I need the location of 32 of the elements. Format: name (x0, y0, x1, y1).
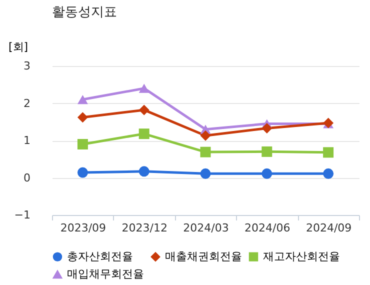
legend-label: 총자산회전율 (67, 250, 133, 263)
point (200, 146, 211, 158)
point (262, 146, 272, 157)
x-tick-label: 2023/09 (60, 222, 106, 234)
point (323, 168, 334, 179)
x-tick-label: 2024/09 (306, 222, 352, 234)
point (77, 167, 88, 178)
x-tick-label: 2024/06 (244, 222, 290, 234)
chart-title: 활동성지표 (52, 5, 117, 20)
point (77, 138, 88, 150)
point (138, 128, 150, 140)
point (262, 122, 272, 134)
y-axis-title: [회] (8, 40, 28, 54)
y-tick-label: 1 (24, 134, 30, 147)
y-tick-label: 2 (24, 96, 30, 110)
y-tick-label: 3 (24, 60, 30, 72)
point (138, 104, 150, 116)
point (138, 166, 150, 177)
point (262, 168, 272, 179)
point (138, 84, 150, 93)
legend-label: 재고자산회전율 (263, 250, 340, 263)
y-tick-label: 0 (24, 171, 30, 184)
legend-label: 매입채무회전율 (67, 268, 144, 280)
point (323, 147, 334, 158)
point (200, 130, 211, 141)
point (77, 94, 88, 104)
y-tick-label: −1 (14, 208, 30, 222)
x-tick-label: 2023/12 (122, 222, 168, 234)
point (77, 112, 88, 123)
point (200, 168, 211, 179)
x-tick-label: 2024/03 (183, 222, 229, 234)
legend-label: 매출채권회전율 (165, 250, 242, 263)
